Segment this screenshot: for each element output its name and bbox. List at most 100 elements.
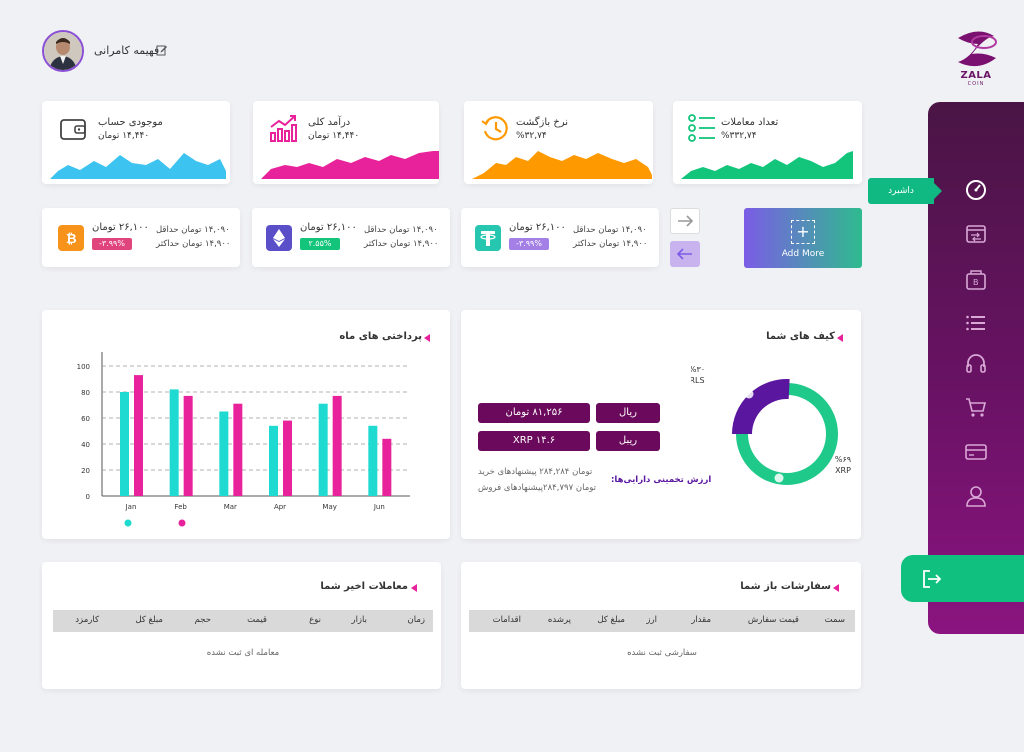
plus-icon: + [791,220,815,244]
logout-button[interactable] [901,555,1024,602]
coin-change-badge: -۳.۹۹% [509,238,549,250]
bar[interactable] [219,411,229,497]
stat-title: درآمد کلی [308,117,351,128]
wallet-title: کیف های شما [766,331,835,342]
coin-max: ۱۴,۹۰۰ تومان حداکثر [573,239,648,249]
coin-card-bitcoin[interactable]: ₿ ۲۶,۱۰۰ تومان -۳.۹۹% ۱۴,۰۹۰ تومان حداقل… [42,208,240,267]
wallet-bitcoin-icon[interactable]: B [964,268,988,292]
column-header[interactable]: مبلغ کل [135,615,163,625]
ethereum-icon [266,225,292,251]
bar[interactable] [169,389,179,496]
orders-empty-message: سفارشی ثبت نشده [627,648,697,658]
bar[interactable] [332,395,342,496]
stat-sparkline [50,153,226,179]
stat-value: ۱۴,۴۴۰ تومان [98,131,150,141]
wallet-icon [60,119,86,140]
growth-chart-icon [270,115,297,142]
checklist-icon [688,114,715,142]
column-header[interactable]: زمان [407,615,426,625]
wallet-buy-offers: تومان ۲۸۴,۲۸۴ پیشنهادهای خرید [478,467,593,477]
next-arrow-button[interactable] [670,208,700,234]
dashboard-gauge-icon[interactable] [964,177,988,201]
x-tick-label: Jun [373,503,385,511]
y-tick-label: 40 [81,441,90,449]
edit-icon[interactable] [156,44,168,56]
exchange-card-icon[interactable] [964,222,988,246]
credit-card-icon[interactable] [964,440,988,464]
bitcoin-icon: ₿ [58,225,84,251]
column-header[interactable]: حجم [194,615,211,625]
coin-max: ۱۴,۹۰۰ تومان حداکثر [364,239,439,249]
avatar[interactable] [42,30,84,72]
donut-slice-rls[interactable] [732,379,790,434]
column-header[interactable]: بازار [351,615,367,625]
slice-name-label: RLS [691,376,705,385]
trades-empty-message: معامله ای ثبت نشده [206,648,280,658]
headphones-icon[interactable] [964,351,988,375]
bar[interactable] [269,425,278,496]
column-header[interactable]: پرشده [547,615,571,625]
arrow-left-icon [676,248,692,260]
bar[interactable] [382,438,392,496]
coin-change-badge: -۳.۹۹% [92,238,132,250]
zala-coin-logo: ZALA COIN [948,28,1004,90]
title-marker-icon [424,334,430,342]
slice-marker-icon [774,473,784,483]
y-tick-label: 0 [86,493,90,501]
coin-card-tether[interactable]: ۲۶,۱۰۰ تومان -۳.۹۹% ۱۴,۰۹۰ تومان حداقل ۱… [461,208,659,267]
logout-icon [923,570,942,588]
column-header[interactable]: سمت [824,615,845,625]
bar[interactable] [283,420,292,496]
wallet-ripple-value[interactable]: XRP ۱۴.۶ [478,431,590,451]
payments-card: پرداختی های ماه 100 80 60 40 20 0 Jan Feb Mar Apr… [42,310,450,539]
column-header[interactable]: اقدامات [492,615,521,625]
column-header[interactable]: مبلغ کل [597,615,625,625]
column-header[interactable]: مقدار [691,615,711,625]
coin-change-badge: ۲.۵۵% [300,238,340,250]
column-header[interactable]: ارز [646,615,657,625]
legend-dot[interactable] [178,519,186,527]
stat-value: %۳۳۲,۷۴ [721,131,757,141]
title-marker-icon [833,584,839,592]
svg-text:B: B [973,278,979,287]
prev-arrow-button[interactable] [670,241,700,267]
coin-max: ۱۴,۹۰۰ تومان حداکثر [156,239,231,249]
stat-value: ۱۴,۴۴۰ تومان [308,131,360,141]
legend-dot[interactable] [124,519,132,527]
column-header[interactable]: نوع [309,615,321,625]
wallet-rial-value[interactable]: ۸۱,۲۵۶ تومان [478,403,590,423]
add-more-label: Add More [781,249,825,259]
bar[interactable] [318,403,328,496]
bar[interactable] [183,395,193,496]
x-tick-label: May [322,503,336,511]
orders-table-header: سمت قیمت سفارش مقدار ارز مبلغ کل پرشده ا… [469,610,855,632]
coin-card-ethereum[interactable]: ۲۶,۱۰۰ تومان ۲.۵۵% ۱۴,۰۹۰ تومان حداقل ۱۴… [252,208,450,267]
stat-value: %۳۲,۷۴ [516,131,547,141]
column-header[interactable]: قیمت [247,615,267,625]
bar[interactable] [233,403,243,496]
wallet-rial-label[interactable]: ریال [596,403,660,423]
coin-min: ۱۴,۰۹۰ تومان حداقل [156,225,230,235]
open-orders-card: سفارشات باز شما سمت قیمت سفارش مقدار ارز… [461,562,861,689]
sidebar-item-dashboard[interactable]: داشبرد [868,178,942,204]
cart-icon[interactable] [964,395,988,419]
coin-price: ۲۶,۱۰۰ تومان [300,222,357,233]
stat-title: تعداد معاملات [721,117,779,128]
bar[interactable] [134,375,143,496]
bar[interactable] [368,425,378,496]
user-icon[interactable] [964,484,988,508]
bar[interactable] [120,392,129,496]
slice-percent-label: %۳۰ [691,365,705,374]
add-more-button[interactable]: + Add More [744,208,862,268]
title-marker-icon [837,334,843,342]
wallet-donut-chart: %۳۰ RLS %۶۹ XRP [691,365,851,485]
column-header[interactable]: قیمت سفارش [747,615,799,625]
arrow-right-icon [678,215,694,227]
wallet-ripple-label[interactable]: ریبل [596,431,660,451]
user-name: فهیمه کامرانی [94,44,160,57]
list-icon[interactable] [964,311,988,335]
logo-brand: ZALA [960,70,992,81]
x-tick-label: Jan [125,503,137,511]
trades-table-header: زمان بازار نوع قیمت حجم مبلغ کل کارمزد [53,610,433,632]
column-header[interactable]: کارمزد [75,615,99,625]
